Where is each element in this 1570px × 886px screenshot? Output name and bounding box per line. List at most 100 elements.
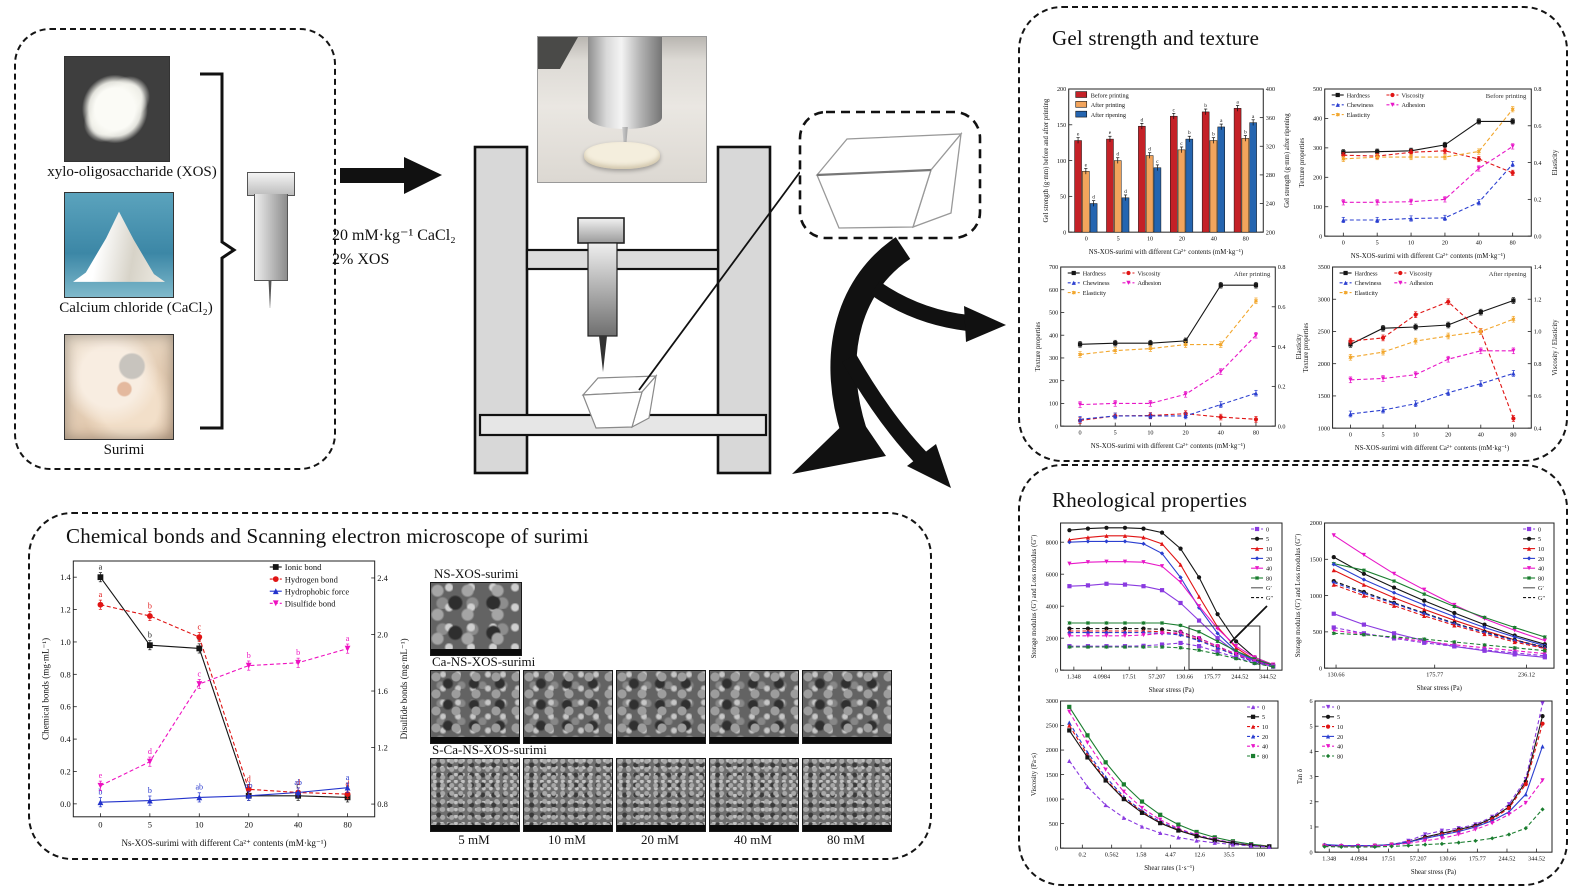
svg-text:Adhesion: Adhesion [1401, 102, 1425, 109]
svg-text:1.4: 1.4 [60, 572, 71, 582]
svg-text:400: 400 [1049, 332, 1058, 339]
syringe-needle [268, 280, 272, 308]
svg-text:80: 80 [1510, 239, 1516, 246]
svg-text:1500: 1500 [1310, 556, 1322, 563]
svg-text:10: 10 [1337, 724, 1343, 731]
svg-text:b: b [1212, 132, 1215, 138]
svg-text:a: a [1252, 114, 1255, 120]
sem-image [709, 670, 799, 744]
svg-text:17.51: 17.51 [1382, 855, 1396, 862]
tan-delta-chart: 0 1 2 3 4 5 6 1.348 4.0984 17.51 57.207 130.66 175.7… [1294, 694, 1560, 876]
svg-text:0: 0 [1319, 233, 1322, 240]
sem-conc-label: 5 mM [458, 832, 490, 847]
svg-text:ab: ab [294, 778, 302, 787]
svg-text:0: 0 [98, 819, 102, 829]
sem-row-label: Ca-NS-XOS-surimi [432, 654, 536, 669]
svg-text:4.47: 4.47 [1165, 851, 1176, 858]
svg-text:130.66: 130.66 [1439, 855, 1456, 862]
svg-text:0: 0 [1063, 229, 1066, 236]
svg-text:80: 80 [1262, 753, 1268, 760]
svg-text:1.58: 1.58 [1136, 851, 1147, 858]
svg-text:0: 0 [1055, 845, 1058, 852]
svg-text:e: e [1109, 130, 1112, 136]
svg-text:0.4: 0.4 [1534, 160, 1542, 167]
moduli-vs-shear-stress-chart: 0 2000 4000 6000 8000 1.348 4.0984 17.51 57.207 1… [1028, 516, 1290, 694]
syringe-cap [247, 172, 295, 196]
svg-text:280: 280 [1266, 172, 1275, 179]
svg-text:c: c [197, 622, 201, 631]
svg-text:NS-XOS-surimi with different C: NS-XOS-surimi with different Ca²⁺ conten… [1351, 253, 1505, 260]
svg-text:4: 4 [1309, 749, 1312, 756]
surimi-photo [64, 334, 174, 440]
svg-text:20: 20 [1445, 431, 1451, 438]
rheology-panel: Rheological properties 0 2000 4000 6000 8000… [1018, 464, 1568, 886]
svg-text:80: 80 [1337, 753, 1343, 760]
svg-text:ab: ab [195, 783, 203, 792]
svg-text:500: 500 [1049, 821, 1058, 828]
svg-text:c: c [1180, 141, 1183, 147]
svg-text:3000: 3000 [1046, 698, 1058, 705]
svg-text:Ionic bond: Ionic bond [285, 562, 322, 572]
svg-text:0.8: 0.8 [1278, 264, 1286, 271]
gel-strength-bar-chart: 0 50 100 150 200 200 240 280 320 360 400 0 5 10 20 40 80… [1040, 82, 1292, 256]
svg-text:b: b [296, 648, 300, 657]
svg-text:400: 400 [1313, 116, 1322, 123]
condition-line2: 2% XOS [332, 251, 390, 268]
texture-after-ripening-chart: 1000 1500 2000 2500 3000 3500 0.4 0.6 0.8 1.0 1.2 1… [1300, 260, 1560, 452]
svg-text:1.348: 1.348 [1322, 855, 1336, 862]
svg-text:c: c [1156, 159, 1159, 165]
svg-text:1: 1 [1309, 824, 1312, 831]
svg-text:80: 80 [1253, 429, 1259, 436]
chemical-panel: Chemical bonds and Scanning electron mic… [28, 512, 932, 860]
svg-text:Shear stress (Pa): Shear stress (Pa) [1149, 687, 1194, 694]
svg-text:5: 5 [1266, 536, 1269, 543]
svg-text:0.0: 0.0 [60, 799, 71, 809]
svg-text:20: 20 [1266, 556, 1272, 563]
svg-text:10: 10 [1413, 431, 1419, 438]
xos-photo [64, 56, 170, 162]
svg-text:0.0: 0.0 [1278, 423, 1286, 430]
svg-text:b: b [1244, 130, 1247, 136]
svg-text:5: 5 [1538, 536, 1541, 543]
svg-text:20: 20 [1442, 239, 1448, 246]
sem-conc-label: 80 mM [827, 832, 865, 847]
svg-text:G″: G″ [1266, 595, 1273, 602]
svg-text:0.4: 0.4 [60, 734, 71, 744]
svg-text:c: c [296, 781, 300, 790]
svg-text:Adhesion: Adhesion [1409, 280, 1433, 287]
svg-text:0: 0 [1262, 704, 1265, 711]
svg-text:80: 80 [1510, 431, 1516, 438]
photo-nozzle-tip [622, 127, 628, 151]
svg-text:360: 360 [1266, 115, 1275, 122]
svg-text:Hardness: Hardness [1083, 270, 1107, 277]
svg-text:236.12: 236.12 [1518, 671, 1535, 678]
svg-text:5: 5 [1309, 723, 1312, 730]
svg-text:NS-XOS-surimi with different C: NS-XOS-surimi with different Ca²⁺ conten… [1089, 249, 1243, 256]
svg-text:e: e [1077, 132, 1080, 138]
ingredients-panel: xylo-oligosaccharide (XOS) Calcium chlor… [14, 28, 336, 470]
sem-image [430, 758, 520, 832]
svg-text:35.5: 35.5 [1224, 851, 1235, 858]
sem-row-label: NS-XOS-surimi [434, 566, 519, 581]
svg-text:700: 700 [1049, 264, 1058, 271]
moduli-zoom-chart: 0 500 1000 1500 2000 130.66 175.77 236.12 Shear … [1292, 516, 1562, 692]
sem-image [430, 670, 520, 744]
gel-panel: Gel strength and texture 0 50 100 150 200 200… [1018, 6, 1568, 462]
svg-text:10: 10 [195, 819, 204, 829]
syringe-icon [247, 172, 297, 308]
printed-object-icon [815, 131, 963, 229]
svg-text:600: 600 [1049, 287, 1058, 294]
svg-text:100: 100 [1313, 204, 1322, 211]
bracket-icon [200, 72, 237, 430]
svg-text:3500: 3500 [1318, 264, 1330, 271]
svg-text:5: 5 [1337, 714, 1340, 721]
svg-text:5: 5 [1262, 714, 1265, 721]
svg-text:2.0: 2.0 [377, 629, 388, 639]
svg-text:b: b [1204, 103, 1207, 109]
svg-text:5: 5 [1381, 431, 1384, 438]
svg-text:0: 0 [1085, 235, 1088, 242]
svg-text:12.6: 12.6 [1194, 851, 1205, 858]
gel-panel-title: Gel strength and texture [1052, 26, 1260, 50]
svg-text:Gel strength (g·mm) before and: Gel strength (g·mm) before and after pri… [1043, 98, 1050, 222]
